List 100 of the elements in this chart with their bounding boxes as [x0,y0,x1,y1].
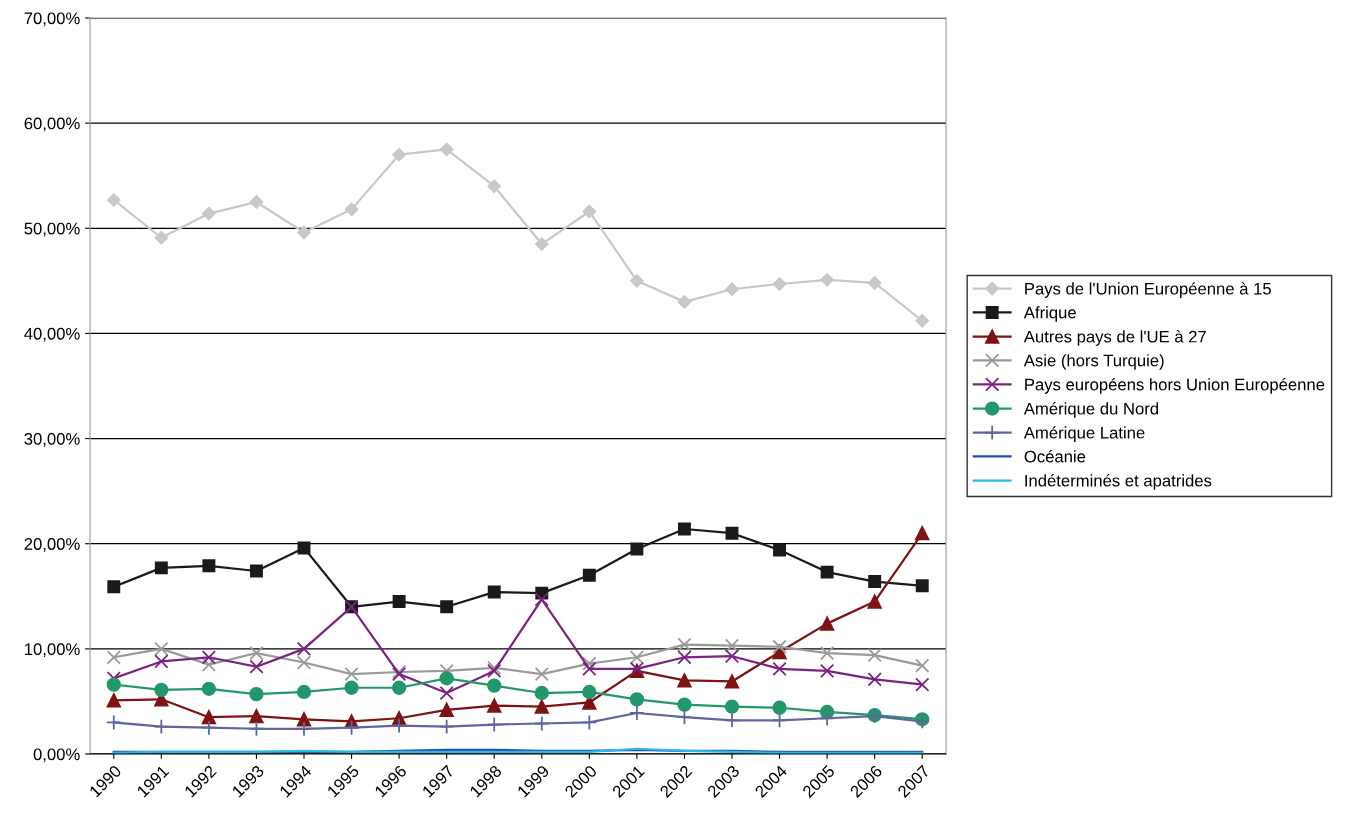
point [392,147,406,162]
point [154,654,169,669]
point [630,274,644,288]
point [820,273,834,287]
point [344,202,359,217]
y-tick-label: 70,00% [24,12,80,27]
legend-label: Océanie [1024,450,1086,463]
point [248,720,265,737]
point [106,650,121,665]
point [249,659,264,674]
point [392,595,406,609]
point [677,650,692,665]
point [296,641,312,657]
point [201,681,217,696]
point [581,714,598,731]
point [819,645,835,661]
point [534,666,549,682]
point [249,645,264,661]
point [534,685,549,701]
point [724,712,740,729]
point [771,712,788,729]
y-tick-label: 20,00% [24,538,80,552]
legend-label: Indéterminés et apatrides [1025,474,1212,490]
point [677,673,692,688]
point [915,579,929,593]
point [630,542,644,556]
point [677,637,692,652]
point [582,656,597,671]
point [819,616,835,631]
point [438,718,455,735]
point [201,710,217,725]
point [629,650,645,665]
point [582,568,596,582]
point [487,698,502,713]
point [201,657,217,672]
point [867,594,882,609]
point [201,719,217,736]
point [868,575,882,589]
point [534,699,549,714]
point [773,543,787,557]
point [677,522,691,536]
point [107,580,121,594]
point [296,720,312,737]
point [249,708,264,724]
point [439,685,454,701]
point [724,649,740,664]
point [582,204,597,219]
point [534,592,549,607]
point [772,277,787,291]
legend-label: Amérique du Nord [1023,402,1159,418]
y-tick-label: 10,00% [25,643,80,658]
point [439,702,454,717]
point [201,650,217,665]
point [724,674,740,689]
point [391,717,407,734]
point [154,682,169,698]
point [202,206,216,221]
point [629,692,645,707]
legend-label: Pays de l'Union Européenne à 15 [1025,282,1271,298]
point [106,693,121,708]
point [296,684,312,700]
legend-label: Autres pays de l'UE à 27 [1023,330,1206,346]
point [105,714,122,731]
point [249,195,264,209]
point [582,661,597,676]
point [915,677,930,692]
point [677,295,692,309]
point [296,655,312,670]
point [439,671,454,686]
point [487,678,502,693]
point [724,638,740,653]
legend-label: Asie (hors Turquie) [1023,354,1164,370]
y-tick-label: 30,00% [24,432,80,447]
point [154,230,169,245]
point [106,677,121,692]
point [676,709,693,726]
point [487,663,502,679]
point [344,680,359,695]
point [153,718,170,735]
legend-label: Afrique [1023,306,1076,322]
point [344,666,359,682]
point [724,699,740,714]
point [106,193,121,207]
point [629,705,645,721]
point [297,541,311,555]
point [867,648,882,663]
point [677,697,692,712]
y-tick-label: 60,00% [24,117,80,132]
legend-label: Amérique Latine [1023,426,1145,442]
point [440,600,454,614]
point [772,700,787,715]
point [202,559,216,573]
point [820,565,834,579]
point [534,237,549,251]
point [343,719,360,736]
point [533,715,550,732]
point [867,672,882,687]
point [915,314,930,328]
point [487,179,502,194]
point [725,282,739,297]
